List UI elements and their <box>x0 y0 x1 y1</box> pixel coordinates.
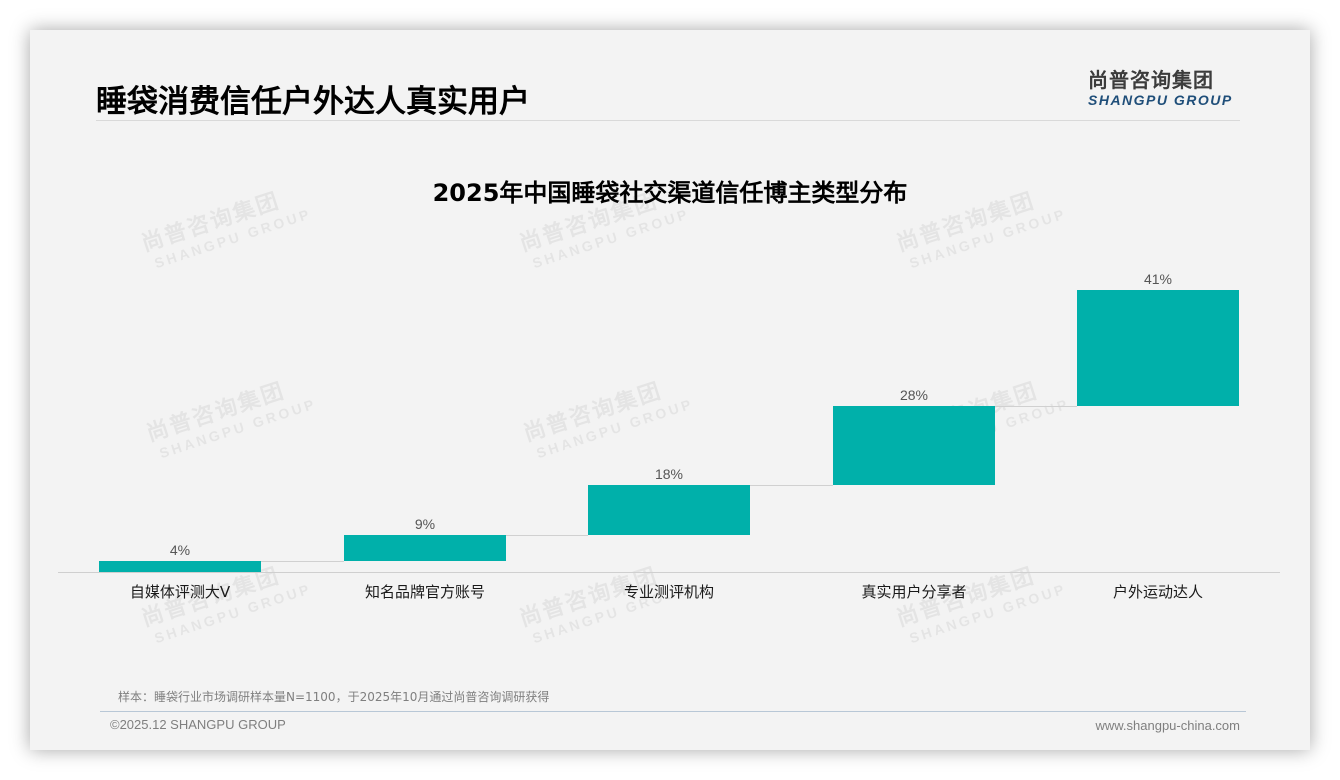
connector-line <box>506 535 588 537</box>
bar <box>588 484 750 536</box>
page-title: 睡袋消费信任户外达人真实用户 <box>96 84 530 120</box>
sample-note: 样本：睡袋行业市场调研样本量N=1100，于2025年10月通过尚普咨询调研获得 <box>118 690 550 704</box>
logo-chinese: 尚普咨询集团 <box>1088 68 1214 92</box>
slide: 睡袋消费信任户外达人真实用户 尚普咨询集团 SHANGPU GROUP 尚普咨询… <box>30 30 1310 750</box>
bar-value-label: 41% <box>1143 271 1173 287</box>
category-label: 真实用户分享者 <box>861 583 967 601</box>
bar <box>1077 290 1239 406</box>
category-label: 专业测评机构 <box>623 583 714 601</box>
bar-value-label: 28% <box>899 386 929 403</box>
waterfall-chart: 4% 自媒体评测大V 9% 知名品牌官方账号 18% 专业测评机构 28% 真实用户分享者 41… <box>30 30 1310 750</box>
logo-english: SHANGPU GROUP <box>1088 92 1233 108</box>
bar <box>833 405 995 485</box>
bar-value-label: 9% <box>414 516 436 533</box>
category-label: 自媒体评测大V <box>129 583 231 601</box>
category-label: 知名品牌官方账号 <box>364 583 485 601</box>
chart-title: 2025年中国睡袋社交渠道信任博主类型分布 <box>432 179 908 207</box>
footer-divider <box>100 711 1246 712</box>
website-url: www.shangpu-china.com <box>1095 718 1240 733</box>
copyright: ©2025.12 SHANGPU GROUP <box>110 717 286 732</box>
brand-logo: 尚普咨询集团 SHANGPU GROUP <box>1088 64 1240 108</box>
bar <box>344 535 506 561</box>
connector-line <box>750 484 833 486</box>
category-label: 户外运动达人 <box>1112 583 1203 601</box>
connector-line <box>995 405 1077 407</box>
connector-line <box>261 560 344 562</box>
title-divider <box>96 120 1240 121</box>
bar-value-label: 4% <box>169 541 191 558</box>
x-axis-baseline <box>58 572 1280 573</box>
bar <box>99 560 261 572</box>
bar-value-label: 18% <box>654 465 684 482</box>
